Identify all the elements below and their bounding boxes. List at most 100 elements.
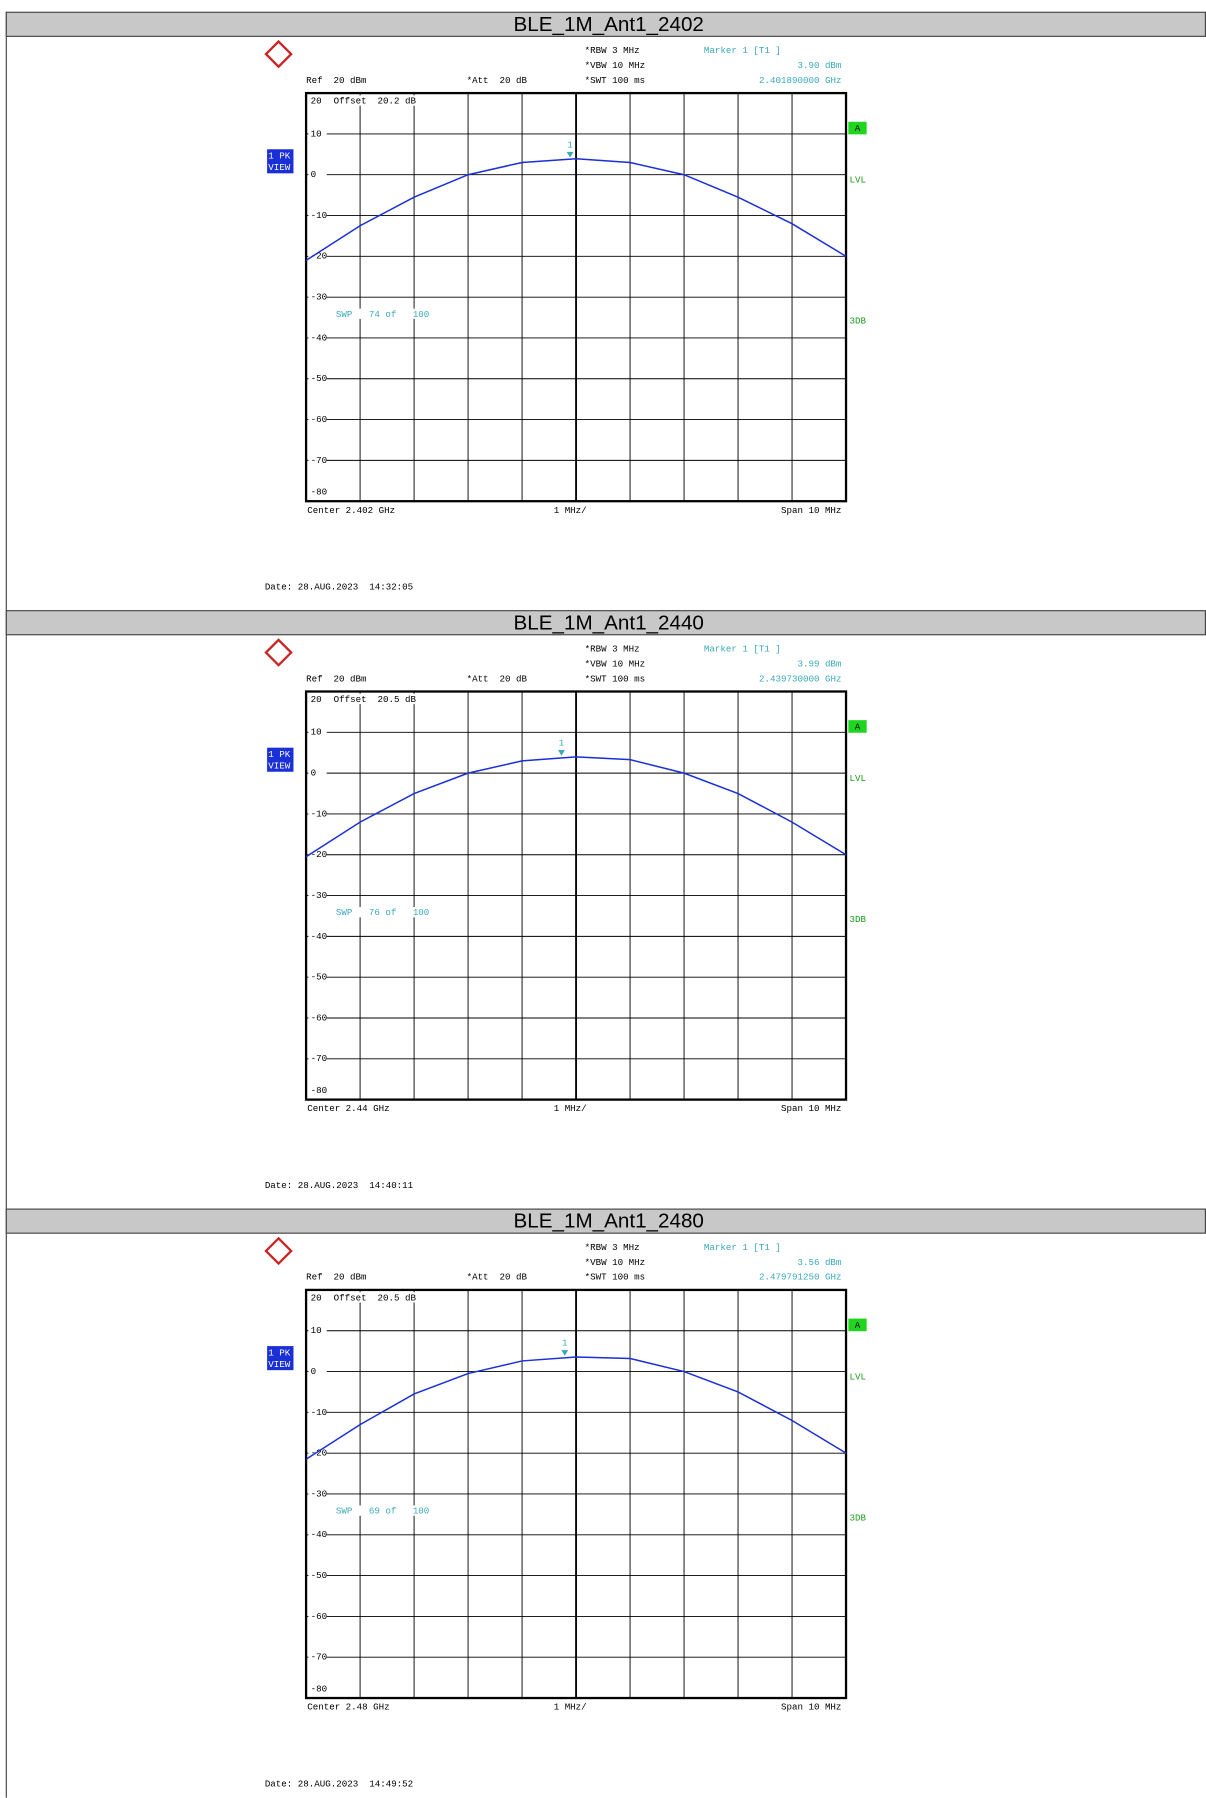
y-tick-label: 20: [311, 1292, 322, 1303]
marker-value: 3.90 dBm: [797, 60, 841, 71]
marker-number: 1: [559, 738, 565, 749]
db3-label: 3DB: [849, 1512, 866, 1523]
logo: [264, 39, 293, 69]
offset: Offset 20.2 dB: [334, 96, 417, 107]
y-tick-label: -70: [311, 1652, 327, 1663]
marker: [566, 151, 574, 158]
y-tick-label: -60: [311, 1012, 327, 1023]
tick-label-bg: [308, 1652, 327, 1662]
sweep: SWP 69 of 100: [336, 1506, 429, 1517]
view-label: VIEW: [268, 760, 290, 771]
a-label: A: [855, 123, 861, 134]
tick-label-bg: [308, 1293, 327, 1303]
y-tick-label: -40: [311, 931, 327, 942]
y-tick-label: -10: [311, 210, 327, 221]
y-tick-label: 0: [311, 1366, 316, 1377]
center-frequency: Center 2.402 GHz: [307, 505, 395, 516]
rbw: *RBW 3 MHz: [585, 644, 640, 655]
marker-frequency: 2.479791250 GHz: [759, 1272, 841, 1283]
y-tick-label: -30: [311, 292, 327, 303]
marker-number: 1: [562, 1338, 568, 1349]
y-tick-label: 0: [311, 768, 316, 779]
tick-label-bg: [308, 1448, 327, 1458]
marker-value: 3.99 dBm: [797, 658, 841, 669]
date: Date: 28.AUG.2023 14:32:05: [265, 582, 413, 593]
trace: [305, 756, 847, 858]
trace-label: 1 PK: [268, 1347, 290, 1358]
y-tick-label: -10: [311, 808, 327, 819]
y-tick-label: -60: [311, 1611, 327, 1622]
vbw: *VBW 10 MHz: [585, 658, 645, 669]
sweep-bg: [332, 907, 465, 918]
y-tick-label: -70: [311, 1053, 327, 1064]
trace: [305, 1356, 847, 1460]
tick-label-bg: [308, 1489, 327, 1499]
a-label: A: [855, 1320, 861, 1331]
tick-label-bg: [308, 890, 327, 901]
plot-frame: [304, 690, 848, 1101]
lvl-label: LVL: [849, 175, 865, 186]
marker-name: Marker 1 [T1 ]: [704, 1242, 781, 1253]
tick-label-bg: [308, 1684, 327, 1694]
tick-label-bg: [308, 96, 327, 106]
y-tick-label: 0: [311, 169, 316, 180]
tick-label-bg: [308, 1054, 327, 1064]
sweep: SWP 76 of 100: [336, 907, 429, 918]
y-tick-label: -20: [311, 849, 327, 860]
attenuation: *Att 20 dB: [467, 673, 528, 684]
tick-label-bg: [308, 1085, 327, 1096]
panel-title: BLE_1M_Ant1_2480: [514, 1210, 704, 1233]
trace-box: [267, 1346, 294, 1371]
vbw: *VBW 10 MHz: [585, 1257, 645, 1268]
y-tick-label: -50: [311, 1570, 327, 1581]
db3-label: 3DB: [849, 914, 866, 925]
sweep-bg: [332, 1505, 465, 1516]
marker-value: 3.56 dBm: [797, 1257, 841, 1268]
tick-label-bg: [308, 931, 327, 941]
rbw: *RBW 3 MHz: [585, 1242, 640, 1253]
trace-label: 1 PK: [268, 151, 290, 162]
a-label: A: [855, 721, 861, 732]
marker-number: 1: [567, 139, 573, 150]
tick-label-bg: [308, 455, 327, 465]
division: 1 MHz/: [554, 505, 587, 516]
marker: [558, 749, 565, 756]
title-bar: [5, 1208, 1206, 1234]
tick-label-bg: [308, 129, 327, 139]
trace-label: 1 PK: [268, 749, 290, 760]
tick-label-bg: [308, 170, 327, 180]
tick-label-bg: [308, 251, 327, 261]
swt: *SWT 100 ms: [585, 75, 645, 86]
reference-level: Ref 20 dBm: [306, 673, 367, 684]
y-tick-label: -10: [311, 1407, 327, 1418]
tick-label-bg: [308, 292, 327, 302]
logo: [264, 1236, 293, 1266]
date: Date: 28.AUG.2023 14:40:11: [265, 1180, 414, 1191]
title-bar: [5, 11, 1206, 37]
view-label: VIEW: [268, 1359, 290, 1370]
y-tick-label: 20: [311, 694, 322, 705]
marker-name: Marker 1 [T1 ]: [704, 45, 781, 56]
offset: Offset 20.5 dB: [334, 694, 417, 705]
tick-label-bg: [308, 809, 327, 819]
y-tick-label: -30: [311, 1488, 327, 1499]
y-tick-label: -80: [311, 1085, 327, 1096]
offset: Offset 20.5 dB: [334, 1292, 417, 1303]
sweep: SWP 74 of 100: [336, 309, 429, 320]
span: Span 10 MHz: [781, 1702, 841, 1713]
tick-label-bg: [308, 694, 327, 705]
y-tick-label: -40: [311, 332, 327, 343]
tick-label-bg: [308, 768, 327, 778]
vbw: *VBW 10 MHz: [585, 60, 645, 71]
panel-title: BLE_1M_Ant1_2402: [514, 13, 704, 36]
tick-label-bg: [308, 1571, 327, 1581]
view-label: VIEW: [268, 162, 290, 173]
tick-label-bg: [308, 487, 327, 497]
y-tick-label: 10: [311, 1325, 322, 1336]
tick-label-bg: [308, 1407, 327, 1417]
marker-name: Marker 1 [T1 ]: [704, 644, 781, 655]
y-tick-label: -50: [311, 373, 327, 384]
tick-label-bg: [308, 850, 327, 860]
logo: [264, 638, 293, 667]
